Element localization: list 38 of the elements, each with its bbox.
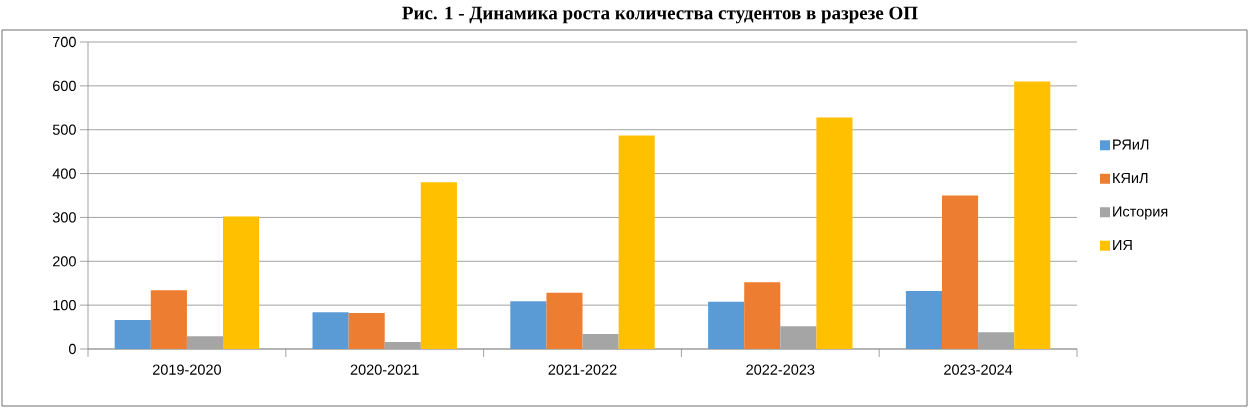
- x-tick-label: 2019-2020: [152, 364, 221, 375]
- x-tick-label: 2023-2024: [944, 364, 1013, 375]
- y-tick-label: 700: [53, 36, 76, 48]
- bar: [114, 320, 151, 349]
- bar: [150, 290, 187, 349]
- bar: [384, 341, 421, 349]
- bar: [618, 135, 655, 349]
- bar: [420, 182, 457, 349]
- bar: [708, 301, 745, 349]
- legend-label: ИЯ: [1113, 239, 1132, 250]
- bar: [186, 336, 224, 349]
- y-tick-label: 300: [52, 212, 76, 223]
- bar: [546, 292, 583, 349]
- bar: [905, 291, 943, 349]
- bar: [223, 216, 260, 349]
- bar: [312, 312, 349, 349]
- y-tick-label: 400: [52, 168, 76, 179]
- x-tick-label: 2020-2021: [350, 364, 419, 375]
- y-tick-label: 200: [53, 256, 76, 267]
- y-tick-label: 600: [53, 80, 76, 91]
- chart-title: Рис. 1 - Динамика роста количества студентов в разрезе ОП: [402, 6, 918, 24]
- bar: [780, 326, 817, 349]
- bar: [942, 195, 979, 349]
- bar: [816, 117, 853, 349]
- legend-label: КЯиЛ: [1113, 173, 1148, 184]
- bar: [510, 301, 547, 349]
- bar: [582, 334, 619, 349]
- bar: [1014, 81, 1051, 349]
- y-tick-label: 500: [52, 124, 76, 135]
- bar: [348, 313, 385, 349]
- y-tick-label: 0: [68, 343, 76, 355]
- legend-label: РЯиЛ: [1113, 139, 1149, 150]
- y-tick-label: 100: [53, 300, 76, 311]
- x-tick-label: 2021-2022: [548, 364, 617, 375]
- bar: [744, 282, 781, 349]
- bar: [978, 332, 1015, 349]
- legend-label: История: [1113, 206, 1168, 220]
- x-tick-label: 2022-2023: [746, 364, 815, 375]
